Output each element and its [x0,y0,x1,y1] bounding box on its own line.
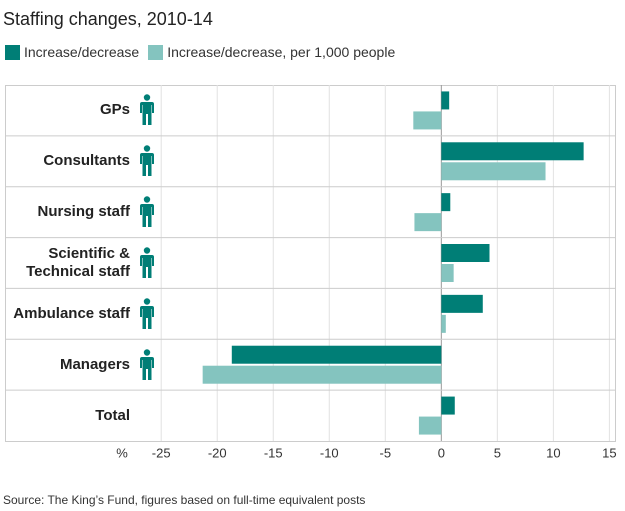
bar [441,162,546,181]
bar [441,91,450,110]
x-tick-label: -15 [264,445,283,460]
person-icon [140,298,154,329]
bar [414,213,442,232]
person-icon [140,145,154,176]
category-label: Ambulance staff [13,304,130,322]
x-tick-label: -10 [320,445,339,460]
chart-title: Staffing changes, 2010-14 [3,9,213,29]
legend-item: Increase/decrease [5,44,139,60]
x-tick-label: 5 [494,445,501,460]
bar [441,294,483,313]
x-tick-label: -5 [380,445,392,460]
bar [441,264,454,282]
person-icon [140,247,154,278]
bars [202,91,584,435]
bar [441,244,490,262]
bar [418,416,442,435]
legend-item: Increase/decrease, per 1,000 people [148,44,395,60]
category-label: GPs [99,101,130,119]
legend-swatch [5,44,20,60]
bar [441,314,446,333]
category-label: Scientific & Technical staff [26,245,130,280]
x-tick-label: 10 [546,445,560,460]
bar [441,193,451,212]
legend-swatch [148,44,164,60]
bar [441,396,455,415]
bar [202,365,442,384]
person-icon [140,196,154,227]
x-tick-label: -25 [152,445,171,460]
legend-label: Increase/decrease [24,44,140,60]
person-icon [140,349,154,380]
category-label: Total [95,406,130,424]
plot-border [5,85,616,442]
bar [441,142,584,161]
category-label: Consultants [43,152,130,170]
category-label: Managers [59,355,130,373]
source: Source: The King’s Fund, figures based o… [3,493,366,507]
category-label: Nursing staff [37,203,130,221]
person-icon [140,94,154,125]
x-tick-label: 15 [602,445,616,460]
bar [413,111,442,130]
legend: Increase/decrease Increase/decrease, per … [5,44,404,60]
x-axis-label: % [116,445,128,460]
x-tick-label: 0 [438,445,445,460]
bar [231,345,442,364]
legend-label: Increase/decrease, per 1,000 people [167,44,396,60]
x-tick-label: -20 [208,445,227,460]
